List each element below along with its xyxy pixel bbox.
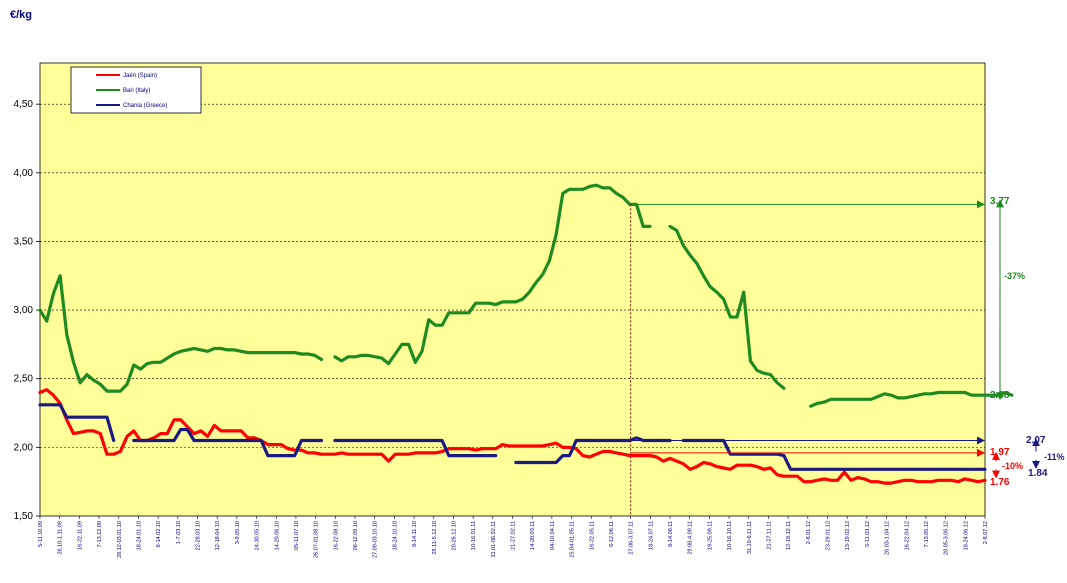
x-tick-label: 5-11.03.12 <box>865 521 871 547</box>
x-tick-label: 26.10-1.11.09 <box>58 521 64 555</box>
x-tick-label: 6-12.06.11 <box>609 521 615 547</box>
annotation-arrows <box>630 199 1040 479</box>
x-tick-label: 31.01-06.02.11 <box>491 521 497 558</box>
legend: Jaén (Spain) Bari (Italy) Chania (Greece… <box>70 66 202 114</box>
x-tick-label: 26.07-01.08.10 <box>314 521 320 558</box>
x-tick-label: 22-28.03.10 <box>196 521 202 550</box>
x-tick-label: 04-10.04.11 <box>550 521 556 550</box>
x-tick-label: 31.10-6.11.11 <box>747 521 753 554</box>
legend-label-bari: Bari (Italy) <box>123 88 150 94</box>
x-tick-label: 06-12.09.10 <box>353 521 359 550</box>
x-tick-label: 21-27.11.11 <box>766 521 772 550</box>
x-tick-label: 7-13.12.09 <box>97 521 103 547</box>
y-tick-label: 1,50 <box>14 511 34 522</box>
x-tick-label: 8-14.11.10 <box>412 521 418 547</box>
x-tick-label: 29.11-5.12.10 <box>432 521 438 555</box>
bari-now-label: 2.38 <box>990 390 1010 401</box>
chania-peak-label: 2.07 <box>1026 435 1046 446</box>
x-tick-label: 05-11.07.10 <box>294 521 300 550</box>
x-tick-label: 13-19.02.12 <box>845 521 851 550</box>
x-tick-label: 16-22.05.11 <box>589 521 595 550</box>
chania-change-label: -11% <box>1044 452 1065 462</box>
x-tick-label: 12-18.12.11 <box>786 521 792 550</box>
x-tick-label: 21-27.02.11 <box>511 521 517 550</box>
y-tick-label: 3,00 <box>14 305 34 316</box>
x-tick-label: 5-11.10.09 <box>38 521 44 547</box>
legend-label-jaen: Jaén (Spain) <box>123 73 157 79</box>
x-tick-label: 12-18.04.10 <box>215 521 221 550</box>
x-tick-label: 16-22.11.09 <box>77 521 83 550</box>
x-tick-label: 25.04-01.05.11 <box>570 521 576 558</box>
series-line-chania <box>38 403 987 471</box>
x-tick-label: 8-14.08.11 <box>668 521 674 547</box>
legend-box <box>70 66 202 114</box>
x-tick-label: 16-22.04.12 <box>904 521 910 550</box>
plot-area <box>39 62 986 517</box>
y-tick-label: 2,50 <box>14 374 34 385</box>
x-tick-label: 3-9.05.10 <box>235 521 241 544</box>
x-tick-label: 28.12-03.01.10 <box>117 521 123 558</box>
jaen-peak-label: 1.97 <box>990 447 1010 458</box>
x-tick-label: 1-7.03.10 <box>176 521 182 544</box>
x-tick-label: 18-24.06.12 <box>963 521 969 550</box>
y-tick-label: 2,00 <box>14 442 34 453</box>
x-axis-ticks: 5-11.10.09 26.10-1.11.09 16-22.11.09 7-13.1… <box>38 516 989 558</box>
x-tick-label: 2-8.01.12 <box>806 521 812 544</box>
x-tick-label: 24-30.05.10 <box>255 521 261 550</box>
y-axis-ticks: 1,50 2,00 2,50 3,00 3,50 4,00 4,50 <box>14 99 40 522</box>
x-tick-label: 2-8.07.12 <box>983 521 989 544</box>
x-tick-label: 10-16.01.11 <box>471 521 477 550</box>
jaen-change-label: -10% <box>1002 461 1023 471</box>
x-tick-label: 28.05-3.06.12 <box>944 521 950 555</box>
x-tick-label: 29.08-4.09.11 <box>688 521 694 555</box>
x-tick-label: 27.06-3.07.11 <box>629 521 635 555</box>
x-tick-label: 19-25.09.11 <box>707 521 713 550</box>
x-tick-label: 18-24.10.10 <box>392 521 398 550</box>
x-tick-label: 14-20.03.11 <box>530 521 536 550</box>
y-tick-label: 4,00 <box>14 168 34 179</box>
series-line-bari <box>38 183 1014 408</box>
y-tick-label: 3,50 <box>14 236 34 247</box>
series-line-jaen <box>38 388 987 485</box>
x-tick-label: 20-26.12.10 <box>451 521 457 550</box>
y-axis-unit-label: €/kg <box>10 9 32 21</box>
y-tick-label: 4,50 <box>14 99 34 110</box>
x-tick-label: 7-13.05.12 <box>924 521 930 547</box>
series-lines <box>38 183 1014 485</box>
bari-change-label: -37% <box>1004 271 1025 281</box>
bari-peak-label: 3.77 <box>990 196 1010 207</box>
x-tick-label: 14-20.06.10 <box>274 521 280 550</box>
x-tick-label: 10-16.10.11 <box>727 521 733 550</box>
x-tick-label: 8-14.02.10 <box>156 521 162 547</box>
chania-now-label: 1.84 <box>1028 468 1048 479</box>
x-tick-label: 26.03-1.04.12 <box>885 521 891 555</box>
x-tick-label: 16-22.08.10 <box>333 521 339 550</box>
x-tick-label: 18-24.07.11 <box>648 521 654 550</box>
x-tick-label: 23-29.01.12 <box>826 521 832 550</box>
x-tick-label: 18-24.01.10 <box>136 521 142 550</box>
x-tick-label: 27.09-03.10.10 <box>373 521 379 558</box>
legend-label-chania: Chania (Greece) <box>123 103 167 109</box>
jaen-now-label: 1.76 <box>990 477 1010 488</box>
